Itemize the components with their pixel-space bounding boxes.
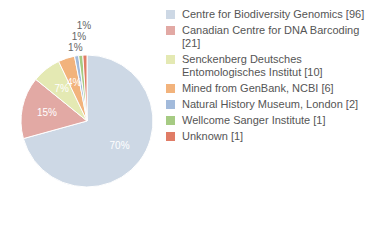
html-text:Natural History Museum, London: Natural History Museum, London [2] — [182, 98, 359, 110]
svg-text:7%: 7% — [54, 83, 69, 95]
html-text:Canadian Centre for DNA Barcod: Canadian Centre for DNA Barcoding [21] — [182, 24, 360, 49]
svg-text:70%: 70% — [110, 140, 130, 151]
html-text:Senckenberg Deutsches Entomolo: Senckenberg Deutsches Entomologisches In… — [182, 53, 323, 78]
svg-text:1%: 1% — [72, 31, 87, 42]
svg-text:15%: 15% — [37, 107, 57, 118]
svg-text:1%: 1% — [77, 20, 92, 31]
html-text:Wellcome Sanger Institute [1]: Wellcome Sanger Institute [1] — [182, 114, 326, 126]
html-text:Mined from GenBank, NCBI [6]: Mined from GenBank, NCBI [6] — [182, 82, 334, 94]
svg-text:1%: 1% — [68, 42, 83, 53]
svg-text:4%: 4% — [67, 77, 82, 88]
html-text:Unknown [1]: Unknown [1] — [182, 130, 244, 142]
html-text:Centre for Biodiversity Genomi: Centre for Biodiversity Genomics [96] — [182, 8, 365, 20]
